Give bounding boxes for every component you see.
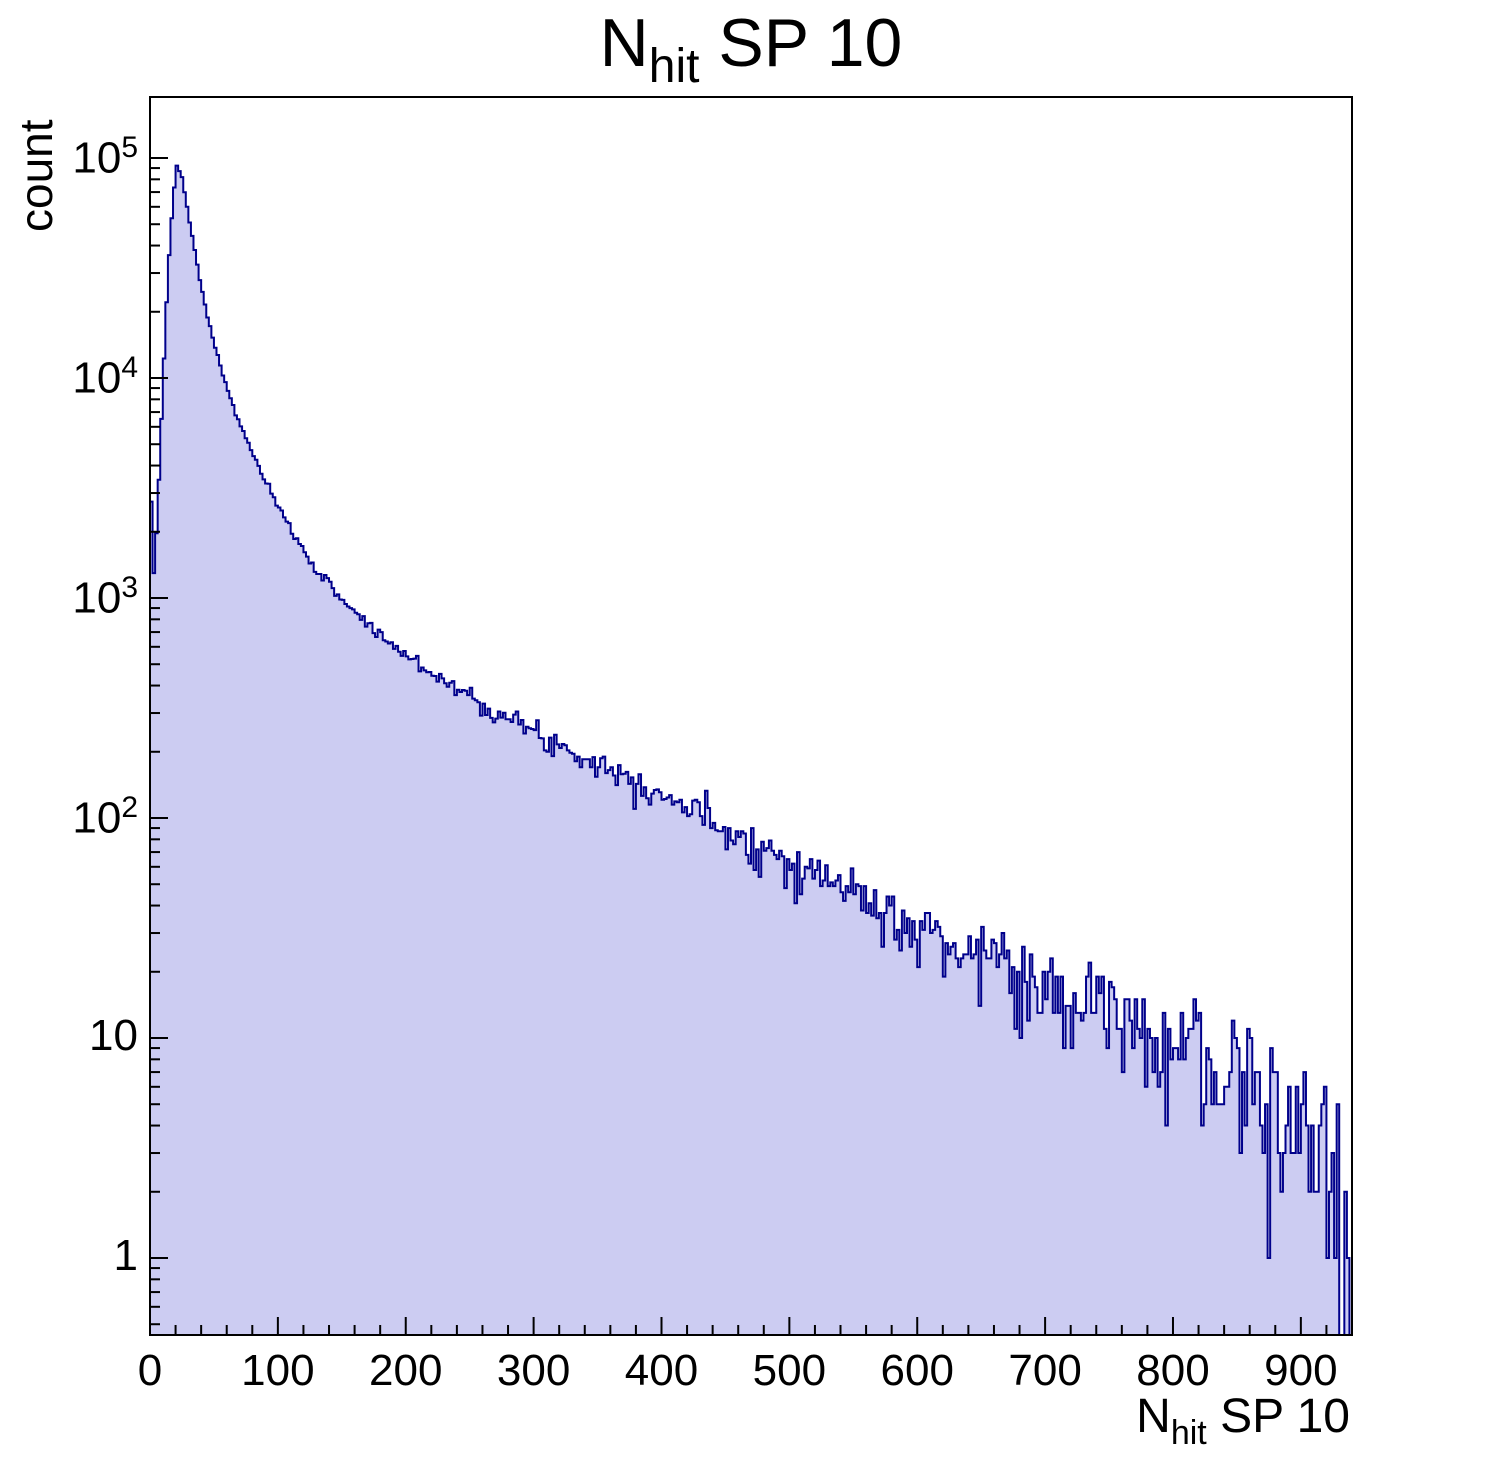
histogram-series	[149, 164, 1352, 1336]
y-tick-label: 1	[113, 1231, 138, 1280]
x-tick-label: 400	[624, 1346, 699, 1395]
x-axis-title-rest: SP 10	[1207, 1390, 1350, 1443]
y-tick-label: 102	[72, 791, 138, 843]
plot-title: Nhit SP 10	[600, 5, 903, 93]
x-tick-label: 0	[137, 1346, 163, 1395]
y-tick-label: 103	[72, 571, 138, 623]
x-tick-label: 100	[241, 1346, 315, 1395]
y-axis-title: count	[10, 119, 62, 232]
x-axis-title-main: N	[1136, 1390, 1171, 1443]
x-tick-label: 300	[496, 1346, 571, 1395]
axis-ticks-layer	[149, 157, 1353, 1335]
x-tick-label: 200	[369, 1346, 443, 1395]
histogram-layer	[149, 164, 1352, 1336]
x-tick-label: 500	[752, 1346, 827, 1395]
plot-title-main: N	[600, 5, 649, 81]
y-tick-label: 105	[72, 131, 138, 183]
x-axis-title-subscript: hit	[1171, 1414, 1207, 1452]
x-tick-label: 600	[880, 1346, 954, 1395]
x-tick-label: 700	[1008, 1346, 1082, 1395]
y-tick-label: 104	[72, 351, 138, 403]
plot-title-subscript: hit	[649, 40, 700, 93]
plot-frame	[149, 96, 1353, 1336]
plot-title-rest: SP 10	[699, 5, 902, 81]
x-axis-title: Nhit SP 10	[1136, 1390, 1350, 1452]
y-tick-label: 10	[89, 1011, 138, 1060]
x-tick-label: 900	[1264, 1346, 1338, 1395]
x-tick-label: 800	[1136, 1346, 1210, 1395]
